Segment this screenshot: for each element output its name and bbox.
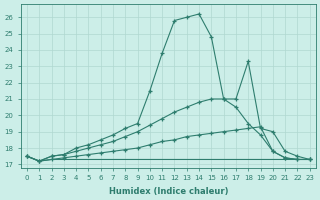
X-axis label: Humidex (Indice chaleur): Humidex (Indice chaleur) bbox=[108, 187, 228, 196]
